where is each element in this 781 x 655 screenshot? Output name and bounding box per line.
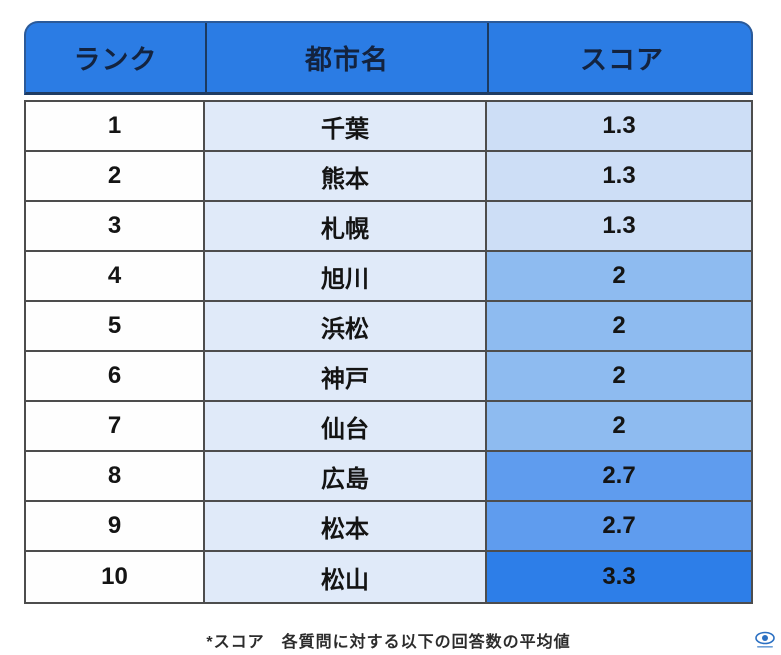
score-cell: 2.7 [487,502,751,550]
city-cell: 千葉 [205,102,487,150]
rank-cell: 10 [26,552,205,602]
table-header-row: ランク 都市名 スコア [24,21,753,95]
city-cell: 広島 [205,452,487,500]
table-row: 2 熊本 1.3 [26,152,751,202]
rank-cell: 3 [26,202,205,250]
rank-cell: 5 [26,302,205,350]
score-cell: 2.7 [487,452,751,500]
watermark-eye-icon [755,631,775,648]
score-cell: 1.3 [487,152,751,200]
table-row: 9 松本 2.7 [26,502,751,552]
rank-cell: 6 [26,352,205,400]
score-cell: 3.3 [487,552,751,602]
score-cell: 1.3 [487,102,751,150]
table-row: 8 広島 2.7 [26,452,751,502]
city-cell: 旭川 [205,252,487,300]
rank-cell: 7 [26,402,205,450]
rank-cell: 4 [26,252,205,300]
rank-cell: 8 [26,452,205,500]
header-cell-city: 都市名 [207,23,489,92]
table-row: 6 神戸 2 [26,352,751,402]
city-cell: 熊本 [205,152,487,200]
ranking-table-body: 1 千葉 1.3 2 熊本 1.3 3 札幌 1.3 4 旭川 2 5 浜松 2… [24,100,753,604]
table-row: 1 千葉 1.3 [26,102,751,152]
rank-cell: 2 [26,152,205,200]
table-row: 5 浜松 2 [26,302,751,352]
table-row: 10 松山 3.3 [26,552,751,602]
city-cell: 松山 [205,552,487,602]
score-footnote: *スコア 各質問に対する以下の回答数の平均値 [206,634,571,651]
table-row: 7 仙台 2 [26,402,751,452]
table-row: 3 札幌 1.3 [26,202,751,252]
score-cell: 2 [487,402,751,450]
table-row: 4 旭川 2 [26,252,751,302]
rank-cell: 9 [26,502,205,550]
header-cell-score: スコア [580,45,664,75]
city-cell: 神戸 [205,352,487,400]
city-cell: 松本 [205,502,487,550]
header-cell-rank: ランク [26,23,207,92]
score-cell: 2 [487,352,751,400]
score-cell: 2 [487,302,751,350]
city-cell: 浜松 [205,302,487,350]
city-cell: 札幌 [205,202,487,250]
city-cell: 仙台 [205,402,487,450]
score-cell: 2 [487,252,751,300]
watermark-logo [753,631,777,651]
rank-cell: 1 [26,102,205,150]
score-cell: 1.3 [487,202,751,250]
